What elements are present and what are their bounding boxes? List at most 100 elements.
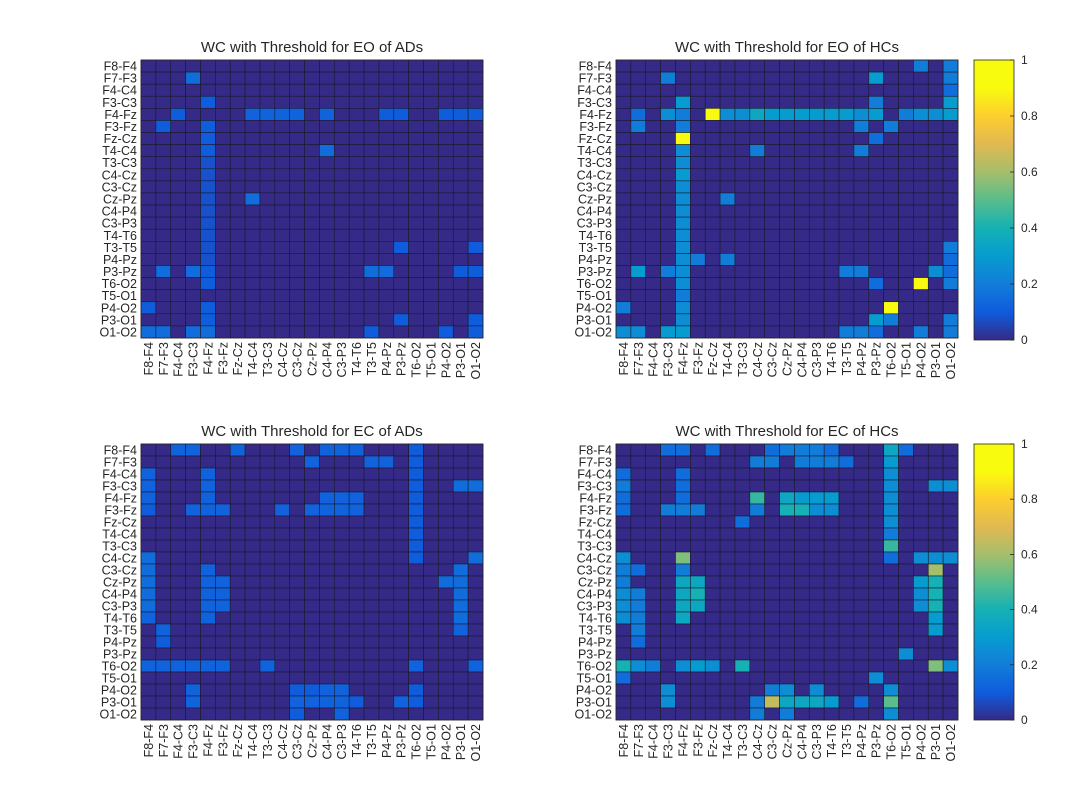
heatmap-cell [749, 71, 766, 85]
heatmap-cell [244, 611, 261, 625]
heatmap-cell [838, 623, 855, 637]
heatmap-cell [675, 156, 691, 170]
heatmap-cell [764, 228, 780, 242]
y-tick-label: T3-T5 [104, 241, 137, 255]
heatmap-cell [200, 467, 216, 481]
heatmap-cell [838, 95, 855, 109]
heatmap-cell [630, 479, 647, 493]
heatmap-cell [408, 180, 424, 194]
heatmap-cell [378, 707, 395, 721]
heatmap-cell [408, 455, 424, 469]
heatmap-cell [615, 695, 632, 709]
heatmap-cell [645, 120, 661, 133]
heatmap-cell [467, 671, 484, 685]
heatmap-cell [155, 216, 172, 230]
heatmap-cell [438, 635, 454, 649]
heatmap-cell [927, 71, 944, 85]
heatmap-cell [883, 204, 899, 218]
heatmap-cell [794, 59, 810, 73]
heatmap-cell [333, 95, 350, 109]
heatmap-cell [438, 192, 454, 206]
heatmap-cell [467, 216, 484, 230]
heatmap-cell [200, 156, 216, 170]
heatmap-cell [244, 455, 261, 469]
heatmap-cell [200, 192, 216, 206]
heatmap-cell [304, 551, 320, 565]
heatmap-cell [304, 455, 320, 469]
y-tick-label: F4-C4 [102, 468, 137, 482]
heatmap-cell [764, 479, 780, 493]
y-tick-label: O1-O2 [99, 326, 137, 340]
heatmap-cell [853, 647, 870, 661]
heatmap-cell [719, 83, 736, 97]
x-tick-label: O1-O2 [469, 724, 483, 762]
heatmap-cell [319, 313, 335, 327]
heatmap-cell [704, 515, 721, 529]
heatmap-cell [883, 277, 899, 290]
heatmap-cell [853, 707, 870, 721]
heatmap-cell [704, 277, 721, 290]
heatmap-cell [764, 132, 780, 145]
heatmap-cell [155, 695, 172, 709]
heatmap-cell [883, 551, 899, 565]
heatmap-cell [215, 611, 231, 625]
heatmap-cell [170, 83, 186, 97]
heatmap-cell [675, 491, 691, 505]
heatmap-cell [467, 156, 484, 170]
heatmap-cell [333, 180, 350, 194]
heatmap-cell [808, 71, 825, 85]
heatmap-cell [438, 59, 454, 73]
heatmap-cell [363, 707, 380, 721]
heatmap-cell [749, 659, 766, 673]
heatmap-cell [927, 108, 944, 121]
heatmap-cell [215, 479, 231, 493]
heatmap-cell [734, 59, 751, 73]
heatmap-cell [363, 216, 380, 230]
heatmap-cell [898, 695, 914, 709]
heatmap-cell [423, 204, 439, 218]
heatmap-cell [868, 659, 884, 673]
heatmap-cell [229, 132, 246, 145]
heatmap-cell [764, 551, 780, 565]
heatmap-cell [170, 527, 186, 541]
heatmap-cell [363, 479, 380, 493]
heatmap-cell [438, 575, 454, 589]
heatmap-cell [615, 325, 632, 339]
y-tick-label: P4-O2 [101, 301, 137, 315]
heatmap-cell [719, 467, 736, 481]
heatmap-cell [942, 228, 959, 242]
heatmap-cell [348, 253, 365, 266]
heatmap-cell [452, 120, 469, 133]
y-tick-label: T4-C4 [102, 144, 137, 158]
heatmap-cell [630, 659, 647, 673]
heatmap-cell [363, 575, 380, 589]
heatmap-cell [645, 539, 661, 553]
heatmap-cell [823, 95, 840, 109]
heatmap-cell [333, 241, 350, 254]
heatmap-cell [690, 253, 706, 266]
x-tick-labels: F8-F4 F7-F3 F4-C4 F3-C3 F4-Fz F3-Fz Fz-Cz T4-C4… [142, 724, 483, 762]
heatmap-cell [393, 623, 409, 637]
heatmap-cell [913, 241, 929, 254]
heatmap-cell [927, 289, 944, 303]
heatmap-cell [794, 599, 810, 613]
heatmap-cell [660, 108, 676, 121]
heatmap-cell [630, 132, 647, 145]
heatmap-cell [423, 575, 439, 589]
heatmap-cell [704, 59, 721, 73]
heatmap-cell [690, 455, 706, 469]
heatmap-cell [363, 635, 380, 649]
heatmap-cell [393, 108, 409, 121]
heatmap-cell [215, 443, 231, 457]
x-tick-label: C4-P4 [320, 342, 334, 377]
heatmap-cell [393, 707, 409, 721]
heatmap-cell [244, 192, 261, 206]
heatmap-cell [348, 204, 365, 218]
heatmap-cell [630, 204, 647, 218]
heatmap-cell [467, 587, 484, 601]
heatmap-cell [838, 83, 855, 97]
heatmap-cell [244, 671, 261, 685]
heatmap-cell [868, 707, 884, 721]
heatmap-cell [645, 277, 661, 290]
y-tick-label: C3-P3 [577, 217, 612, 231]
